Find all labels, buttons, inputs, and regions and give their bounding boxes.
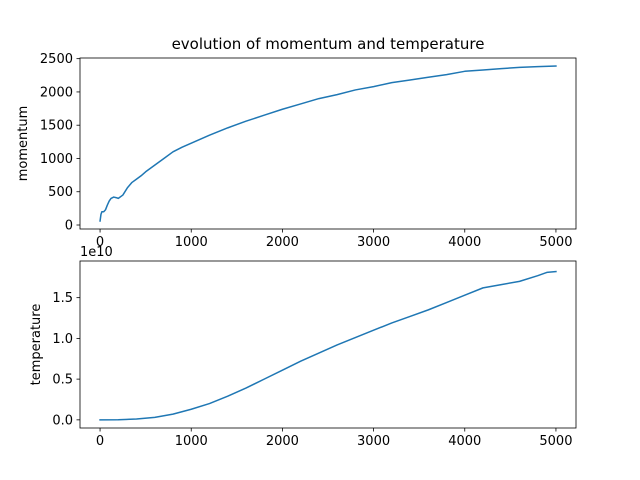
- momentum-axes-frame: [79, 57, 577, 230]
- temperature-x-tick-label: 5000: [539, 434, 572, 449]
- temperature-panel: 0 1000 2000 3000 4000 5000 0.0 0.5 1.0 1.5 tempera…: [29, 245, 577, 449]
- temperature-x-tick-label: 2000: [266, 434, 299, 449]
- temperature-x-tick-label: 3000: [357, 434, 390, 449]
- momentum-y-tick-label: 500: [48, 185, 73, 200]
- momentum-y-tick-label: 2500: [40, 52, 73, 67]
- temperature-x-tick-label: 1000: [175, 434, 208, 449]
- temperature-axes-frame: [79, 260, 577, 429]
- momentum-x-tick-label: 5000: [539, 235, 572, 250]
- chart-title: evolution of momentum and temperature: [172, 35, 485, 53]
- momentum-x-tick-label: 0: [96, 235, 104, 250]
- temperature-y-tick-label: 1.5: [52, 291, 73, 306]
- momentum-panel: 0 1000 2000 3000 4000 5000 0 500 1000 1500 2000 250…: [16, 52, 577, 250]
- momentum-y-tick-label: 0: [65, 219, 73, 234]
- momentum-y-tick-label: 2000: [40, 85, 73, 100]
- temperature-y-tick-label: 0.0: [52, 413, 73, 428]
- temperature-y-axis-label: temperature: [29, 304, 44, 386]
- temperature-y-tick-label: 0.5: [52, 373, 73, 388]
- momentum-x-tick-label: 3000: [357, 235, 390, 250]
- momentum-x-tick-label: 1000: [175, 235, 208, 250]
- momentum-y-tick-label: 1500: [40, 119, 73, 134]
- temperature-series-line: [99, 270, 557, 421]
- momentum-series-line: [99, 65, 557, 222]
- temperature-y-tick-label: 1.0: [52, 332, 73, 347]
- temperature-x-tick-label: 0: [96, 434, 104, 449]
- momentum-x-tick-label: 2000: [266, 235, 299, 250]
- momentum-x-tick-label: 4000: [448, 235, 481, 250]
- temperature-x-tick-label: 4000: [448, 434, 481, 449]
- momentum-y-axis-label: momentum: [16, 106, 31, 182]
- temperature-offset-label: 1e10: [80, 245, 113, 260]
- momentum-y-tick-label: 1000: [40, 152, 73, 167]
